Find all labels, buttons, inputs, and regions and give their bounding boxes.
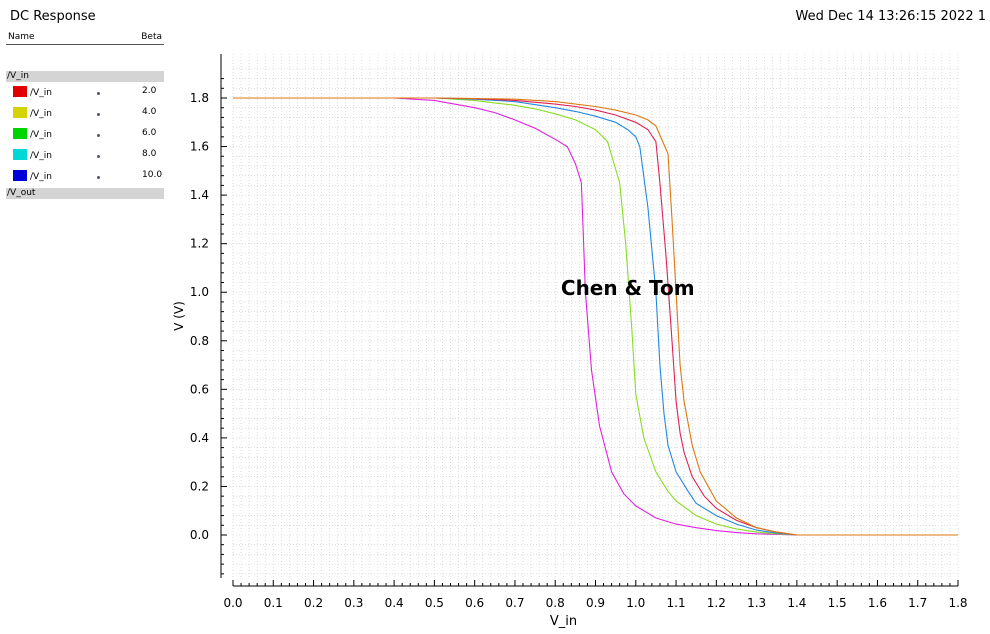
color-swatch — [13, 86, 27, 97]
x-tick-label: 0.2 — [304, 596, 323, 610]
x-tick-label: 0.3 — [344, 596, 363, 610]
marker-dot-icon — [97, 155, 100, 158]
color-swatch — [13, 128, 27, 139]
window-title: DC Response — [10, 9, 96, 24]
legend-item[interactable]: /V_in 4.0 — [6, 103, 164, 124]
x-tick-label: 1.7 — [908, 596, 927, 610]
series-line — [233, 97, 958, 536]
x-tick-label: 1.3 — [747, 596, 766, 610]
legend-item-beta: 4.0 — [142, 107, 157, 117]
y-tick-label: 1.6 — [190, 140, 209, 154]
x-tick-label: 0.6 — [465, 596, 484, 610]
legend-item[interactable]: /V_in 2.0 — [6, 82, 164, 103]
legend-item-label: /V_in — [30, 109, 52, 119]
x-tick-label: 0.5 — [425, 596, 444, 610]
legend-item[interactable]: /V_in 6.0 — [6, 124, 164, 145]
y-tick-label: 0.0 — [190, 528, 209, 542]
marker-dot-icon — [97, 113, 100, 116]
series-line — [233, 97, 958, 536]
legend-item-label: /V_in — [30, 130, 52, 140]
x-tick-label: 1.8 — [948, 596, 967, 610]
x-tick-label: 1.0 — [626, 596, 645, 610]
marker-dot-icon — [97, 92, 100, 95]
legend-item-label: /V_in — [30, 172, 52, 182]
y-tick-label: 1.0 — [190, 285, 209, 299]
y-tick-label: 1.4 — [190, 188, 209, 202]
x-axis-label: V_in — [550, 614, 577, 629]
y-tick-label: 0.2 — [190, 479, 209, 493]
legend-group-vin[interactable]: /V_in — [6, 71, 164, 82]
x-tick-label: 0.1 — [264, 596, 283, 610]
legend-group-vout[interactable]: /V_out — [6, 188, 164, 199]
x-tick-label: 1.2 — [707, 596, 726, 610]
series-line — [233, 97, 958, 536]
legend-item-label: /V_in — [30, 151, 52, 161]
legend-item-beta: 2.0 — [142, 86, 157, 96]
series-line — [233, 97, 958, 536]
x-tick-label: 0.9 — [586, 596, 605, 610]
x-tick-label: 1.1 — [667, 596, 686, 610]
y-tick-label: 0.8 — [190, 334, 209, 348]
y-tick-label: 1.8 — [190, 91, 209, 105]
series-line — [233, 97, 958, 536]
color-swatch — [13, 149, 27, 160]
x-tick-label: 0.0 — [223, 596, 242, 610]
y-tick-label: 0.4 — [190, 431, 209, 445]
annotation-text: Chen & Tom — [561, 276, 695, 300]
legend-header: Name Beta — [6, 32, 164, 45]
color-swatch — [13, 107, 27, 118]
legend-beta-header: Beta — [141, 32, 162, 42]
legend-item[interactable]: /V_in 8.0 — [6, 145, 164, 166]
legend-item-beta: 8.0 — [142, 149, 157, 159]
legend-item-beta: 10.0 — [142, 170, 163, 180]
x-tick-label: 1.6 — [868, 596, 887, 610]
marker-dot-icon — [97, 134, 100, 137]
legend-item-beta: 6.0 — [142, 128, 157, 138]
color-swatch — [13, 170, 27, 181]
datetime-label: Wed Dec 14 13:26:15 2022 1 — [795, 9, 986, 24]
x-tick-label: 1.5 — [828, 596, 847, 610]
x-tick-label: 0.7 — [505, 596, 524, 610]
y-axis-label: V (V) — [172, 301, 186, 331]
legend-name-header: Name — [8, 32, 35, 42]
y-tick-label: 0.6 — [190, 382, 209, 396]
y-tick-label: 1.2 — [190, 237, 209, 251]
legend-panel: Name Beta /V_in /V_in 2.0 /V_in 4.0 /V_i… — [6, 32, 164, 199]
x-tick-label: 1.4 — [787, 596, 806, 610]
legend-item-label: /V_in — [30, 88, 52, 98]
legend-item[interactable]: /V_in 10.0 — [6, 166, 164, 187]
x-tick-label: 0.4 — [385, 596, 404, 610]
legend-items: /V_in 2.0 /V_in 4.0 /V_in 6.0 /V_in 8.0 … — [6, 82, 164, 187]
marker-dot-icon — [97, 176, 100, 179]
x-tick-label: 0.8 — [546, 596, 565, 610]
